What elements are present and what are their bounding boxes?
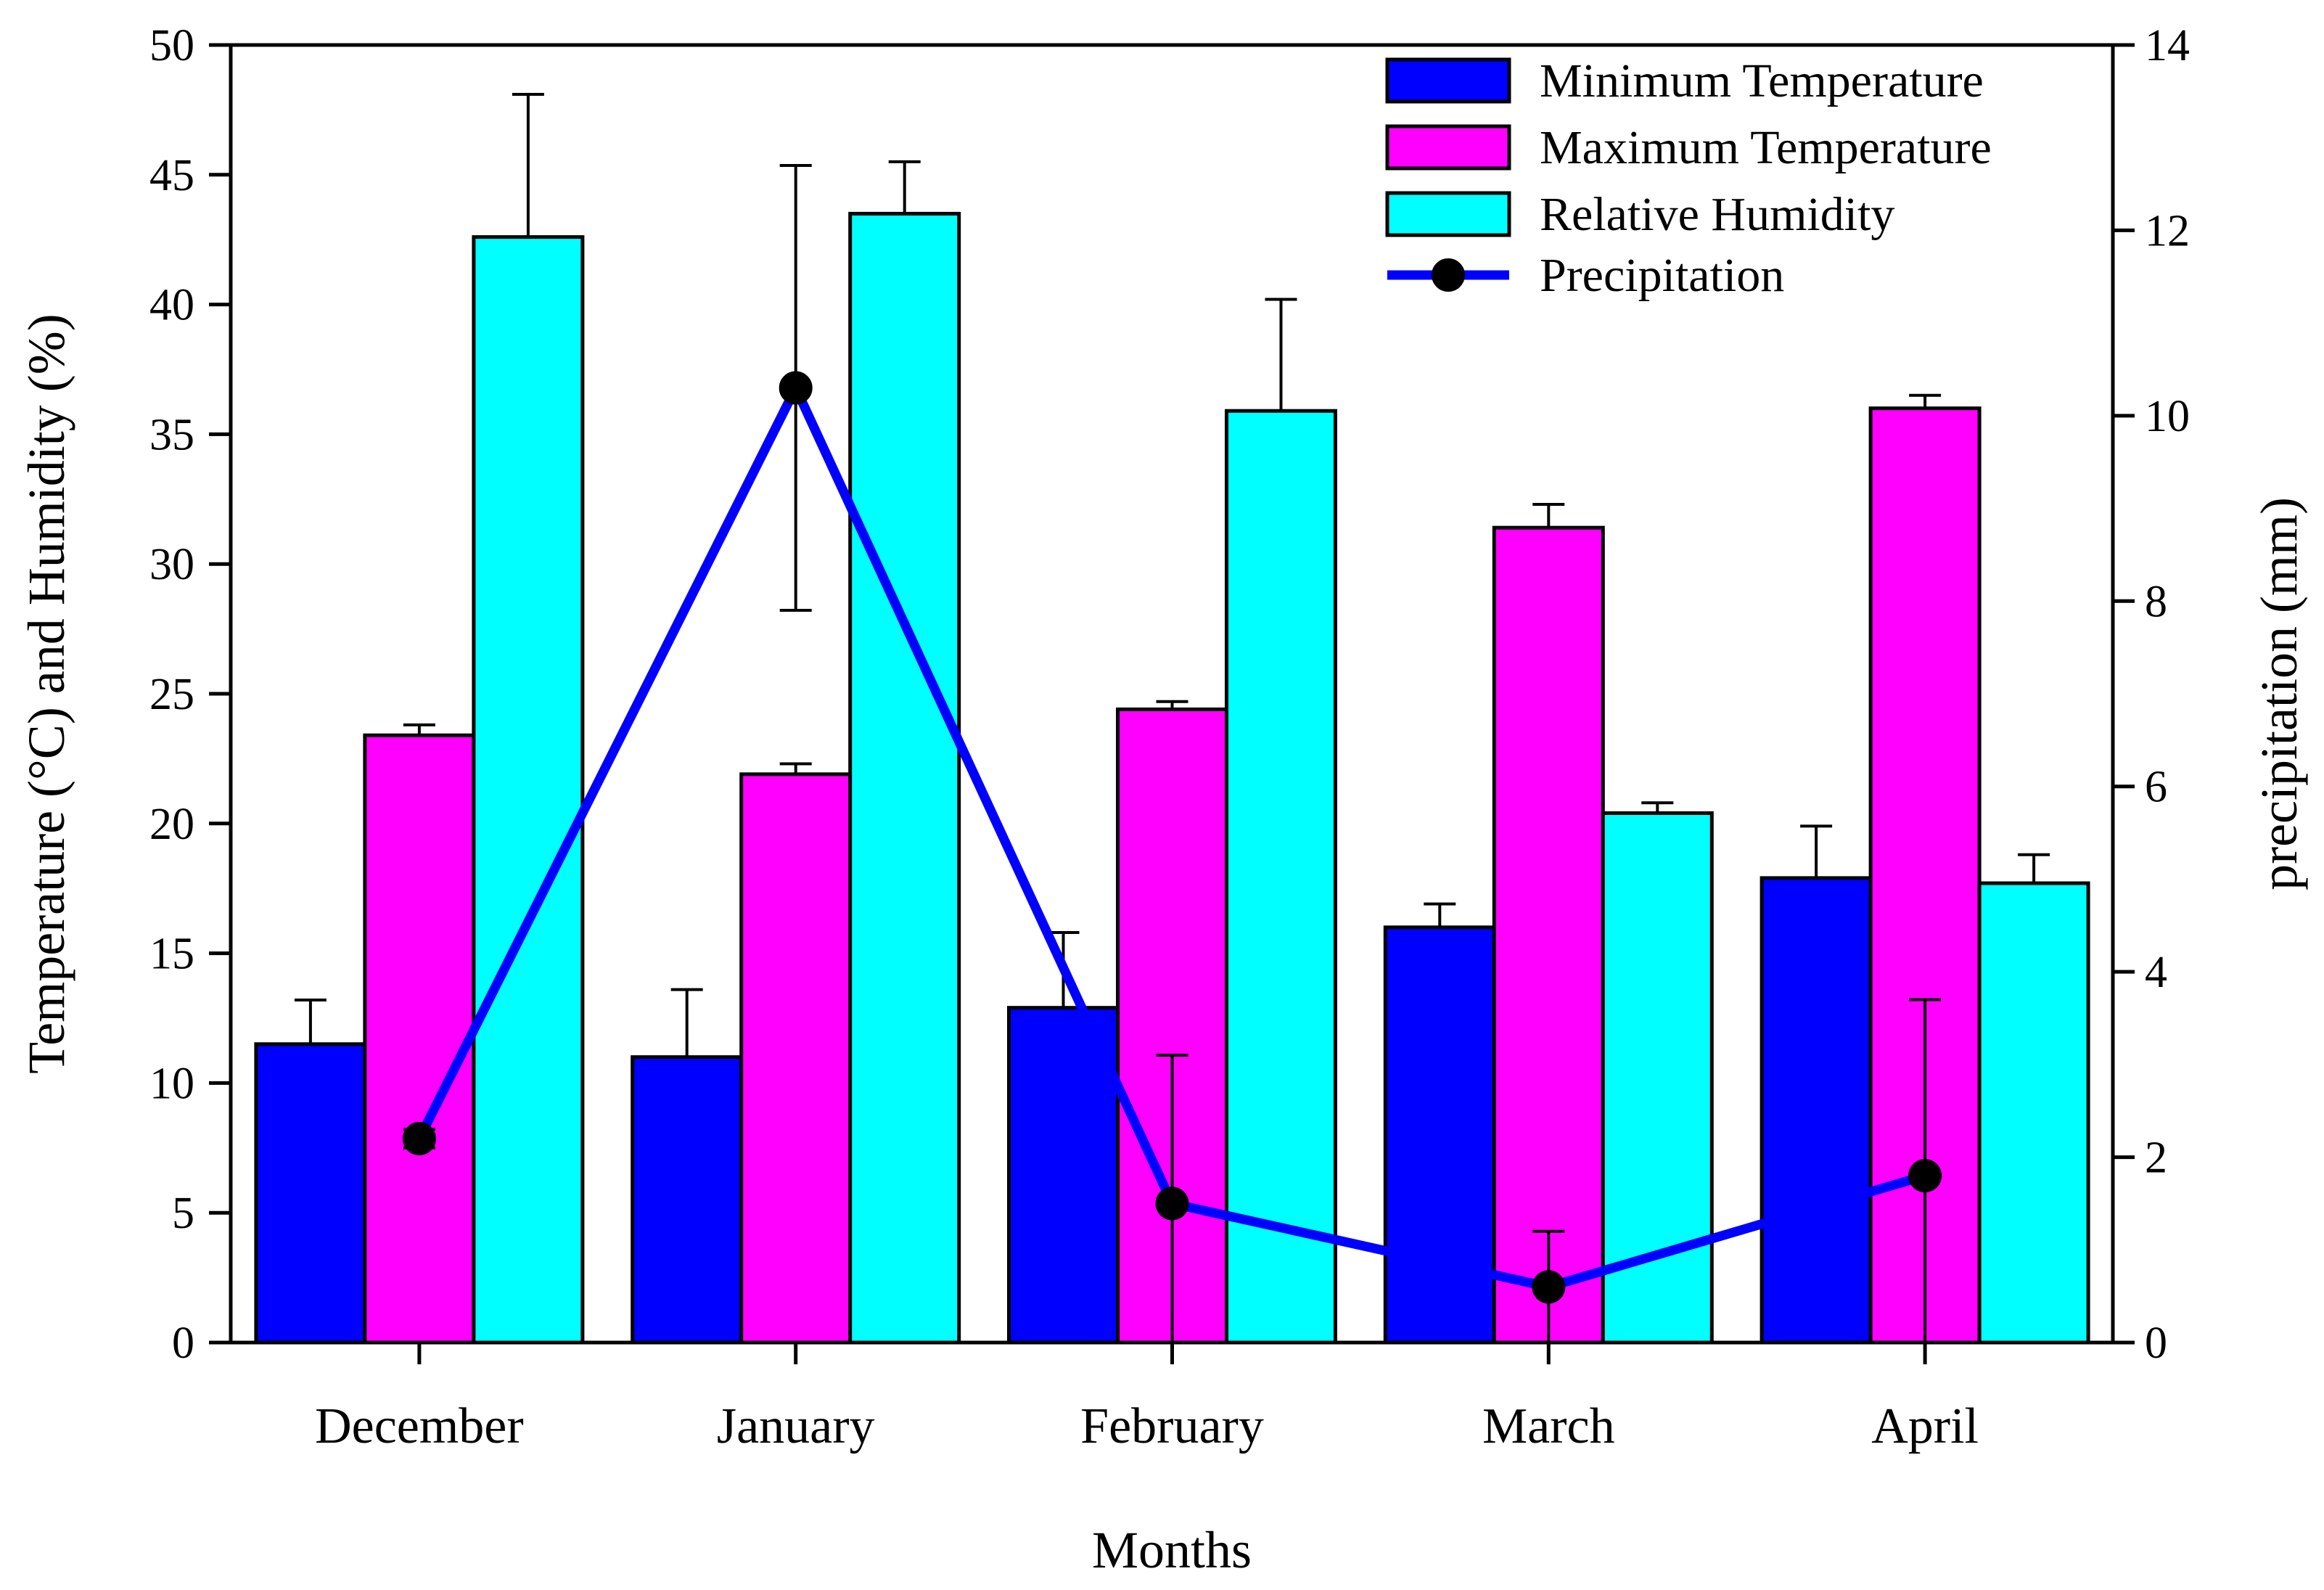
y2-tick-label-12: 12: [2145, 206, 2190, 255]
point-precipitation-march: [1532, 1270, 1566, 1304]
point-precipitation-january: [779, 371, 813, 405]
y2-tick-label-6: 6: [2145, 763, 2167, 812]
point-precipitation-december: [402, 1122, 436, 1156]
y-tick-label-10: 10: [149, 1059, 194, 1108]
precipitation-line-layer: [402, 164, 1942, 1344]
y2-tick-label-4: 4: [2145, 948, 2167, 997]
y-tick-label-30: 30: [149, 540, 194, 589]
bar-relative-humidity-december: [472, 235, 585, 1345]
bar-minimum-temperature-january: [631, 1055, 744, 1345]
legend-swatch-relative-humidity: [1385, 191, 1511, 237]
bar-maximum-temperature-december: [363, 733, 476, 1345]
bar-relative-humidity-february: [1225, 409, 1337, 1345]
legend-label-precipitation: Precipitation: [1540, 249, 1784, 302]
bar-relative-humidity-april: [1977, 881, 2090, 1345]
y2-tick-label-8: 8: [2145, 577, 2167, 626]
x-tick-label-april: April: [1871, 1398, 1979, 1454]
x-tick-label-december: December: [315, 1398, 524, 1454]
y2-tick-label-10: 10: [2145, 392, 2190, 441]
y-tick-label-20: 20: [149, 800, 194, 849]
legend: Minimum Temperature Maximum Temperature Re…: [1385, 54, 1992, 302]
bar-minimum-temperature-december: [254, 1042, 367, 1345]
y2-tick-label-0: 0: [2145, 1319, 2167, 1368]
legend-label-maximum-temperature: Maximum Temperature: [1540, 121, 1992, 174]
y-tick-label-35: 35: [149, 410, 194, 459]
x-tick-label-january: January: [717, 1398, 875, 1454]
y2-tick-label-14: 14: [2145, 21, 2190, 70]
x-tick-label-march: March: [1482, 1398, 1615, 1454]
point-precipitation-april: [1908, 1159, 1942, 1193]
point-precipitation-february: [1155, 1187, 1189, 1221]
bar-maximum-temperature-march: [1492, 525, 1605, 1345]
axes-layer: 0 5 10 15 20 25 30 35 40 45 50 0 2 4 6 8 10 12 14 December J…: [149, 21, 2190, 1454]
y-tick-label-40: 40: [149, 281, 194, 330]
legend-label-relative-humidity: Relative Humidity: [1540, 188, 1894, 241]
x-tick-label-february: February: [1080, 1398, 1264, 1454]
y-tick-label-25: 25: [149, 670, 194, 719]
y-tick-label-15: 15: [149, 930, 194, 979]
legend-swatch-maximum-temperature: [1385, 124, 1511, 171]
y-tick-label-45: 45: [149, 151, 194, 200]
bar-minimum-temperature-february: [1007, 1006, 1120, 1345]
x-axis-title: Months: [1092, 1521, 1252, 1579]
y-tick-label-50: 50: [149, 21, 194, 70]
y-axis-title: Temperature (°C) and Humidity (%): [17, 314, 75, 1073]
y2-axis-title: precipitation (mm): [2250, 497, 2308, 890]
y-tick-label-0: 0: [172, 1319, 194, 1368]
bar-maximum-temperature-january: [739, 772, 853, 1345]
y2-tick-label-2: 2: [2145, 1134, 2167, 1183]
y-tick-label-5: 5: [172, 1189, 194, 1238]
bar-relative-humidity-january: [848, 211, 961, 1345]
legend-label-minimum-temperature: Minimum Temperature: [1540, 54, 1984, 107]
legend-swatch-minimum-temperature: [1385, 57, 1511, 104]
bar-minimum-temperature-april: [1760, 876, 1873, 1345]
bar-minimum-temperature-march: [1383, 925, 1496, 1345]
legend-marker-precipitation: [1432, 258, 1465, 292]
